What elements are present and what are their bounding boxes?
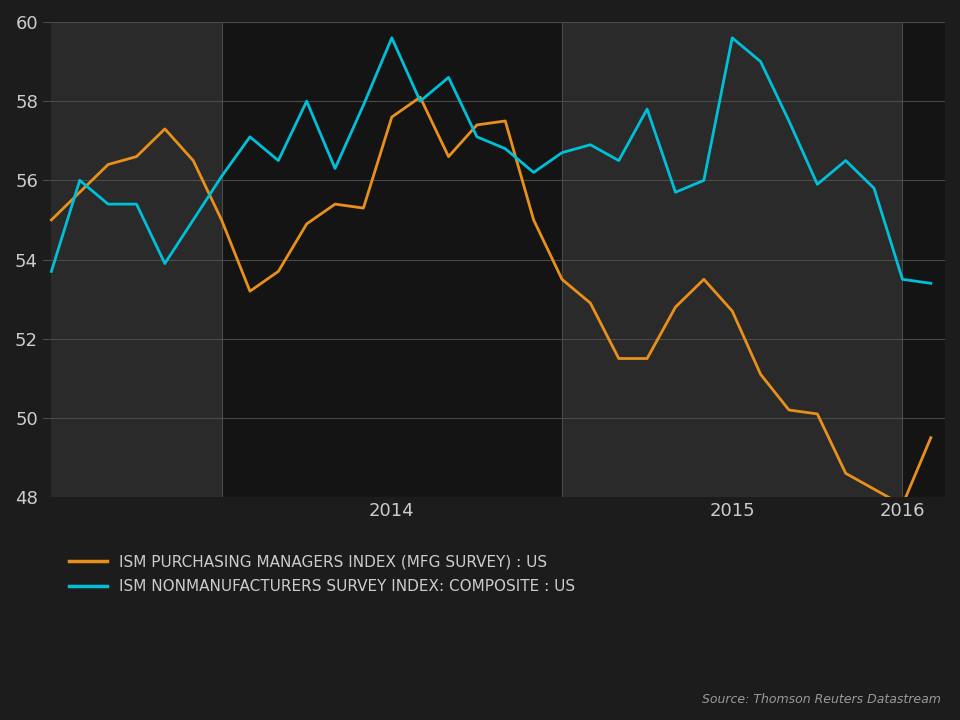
- Bar: [562, 22, 902, 497]
- Text: Source: Thomson Reuters Datastream: Source: Thomson Reuters Datastream: [702, 693, 941, 706]
- Legend: ISM PURCHASING MANAGERS INDEX (MFG SURVEY) : US, ISM NONMANUFACTURERS SURVEY IND: ISM PURCHASING MANAGERS INDEX (MFG SURVE…: [68, 555, 575, 594]
- Bar: [222, 22, 562, 497]
- Bar: [52, 22, 222, 497]
- Bar: [902, 22, 959, 497]
